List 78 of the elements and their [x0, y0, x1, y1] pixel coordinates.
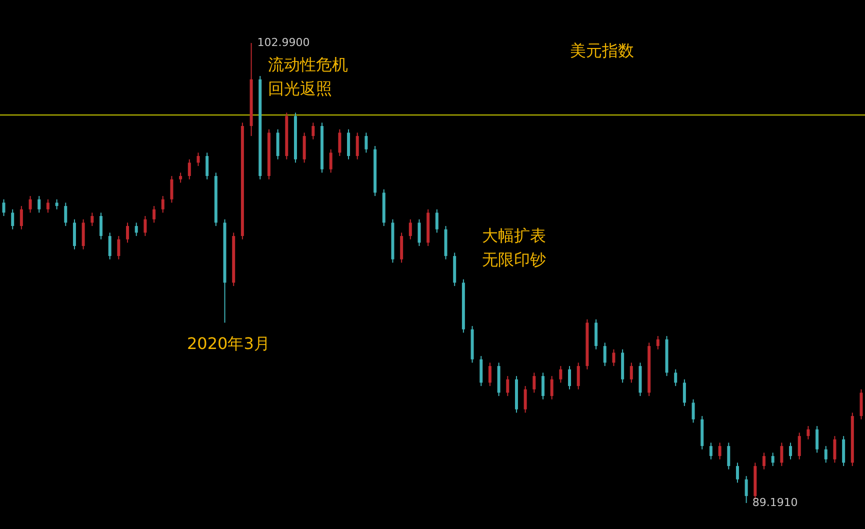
- candlestick: [762, 452, 766, 470]
- annotation: 2020年3月: [187, 334, 270, 353]
- annotation: 89.1910: [752, 496, 798, 509]
- candlestick: [780, 442, 784, 467]
- candlestick: [674, 368, 678, 387]
- annotation: 回光返照: [268, 79, 332, 98]
- annotation: 无限印钞: [482, 250, 546, 269]
- candlestick: [90, 212, 94, 227]
- candlestick: [860, 388, 863, 420]
- candlestick: [100, 212, 102, 240]
- candlestick: [356, 132, 359, 160]
- candlestick: [630, 362, 633, 384]
- candlestick: [206, 152, 209, 180]
- candlestick: [576, 362, 580, 390]
- candlestick: [11, 208, 14, 230]
- candlestick: [196, 152, 200, 167]
- candlestick: [816, 426, 819, 454]
- candlestick: [418, 218, 421, 247]
- candlestick: [603, 342, 606, 367]
- candlestick: [682, 378, 686, 407]
- candlestick: [842, 436, 846, 467]
- candlestick: [338, 128, 342, 157]
- candlestick: [550, 376, 554, 400]
- candlestick: [144, 216, 147, 237]
- candlestick: [524, 386, 527, 414]
- candlestick: [28, 196, 32, 214]
- candlestick: [542, 372, 544, 400]
- candlestick: [568, 366, 572, 390]
- candlestick: [435, 208, 438, 234]
- candlestick: [72, 218, 76, 250]
- candlestick: [329, 148, 332, 174]
- candlestick: [276, 128, 280, 160]
- candlestick: [152, 206, 156, 224]
- candlestick: [55, 198, 58, 210]
- candlestick: [188, 158, 191, 180]
- candlestick: [134, 222, 138, 237]
- candlestick: [2, 198, 6, 217]
- candlestick: [806, 426, 810, 440]
- candlestick: [709, 442, 712, 460]
- candlestick: [532, 372, 536, 394]
- candlestick: [117, 236, 120, 260]
- candlestick: [692, 398, 695, 424]
- candlestick: [736, 462, 739, 484]
- candlestick: [727, 442, 730, 470]
- candlestick: [824, 446, 828, 464]
- candlestick: [108, 232, 112, 260]
- candlestick: [82, 218, 85, 250]
- candlestick: [161, 196, 164, 214]
- candlestick: [506, 376, 510, 397]
- candlestick: [771, 452, 774, 467]
- candlestick: [612, 348, 616, 367]
- candlestick: [559, 366, 562, 384]
- candlestick: [718, 442, 722, 460]
- chart-title: 美元指数: [570, 41, 634, 60]
- candlestick: [64, 202, 68, 227]
- annotation: 大幅扩表: [482, 226, 546, 245]
- candlestick: [744, 476, 748, 504]
- candlestick: [400, 232, 404, 264]
- candlestick: [798, 432, 801, 460]
- candlestick: [364, 132, 368, 154]
- candlestick: [789, 442, 792, 460]
- candlestick: [656, 336, 660, 350]
- annotation: 流动性危机: [268, 55, 348, 74]
- candlestick: [46, 198, 50, 214]
- candlestick: [170, 176, 174, 204]
- candlestick: [312, 122, 315, 140]
- candlestick: [480, 356, 483, 387]
- candlestick: [302, 132, 306, 164]
- candlestick: [594, 318, 598, 350]
- candlestick: [833, 436, 836, 464]
- annotation: 102.9900: [257, 36, 310, 49]
- candlestick: [20, 206, 23, 230]
- candlestick: [347, 128, 350, 160]
- candlestick: [488, 362, 492, 387]
- candlestick: [179, 172, 182, 184]
- candlestick: [126, 222, 130, 244]
- candlestick: [38, 196, 41, 214]
- candlestick: [408, 218, 412, 240]
